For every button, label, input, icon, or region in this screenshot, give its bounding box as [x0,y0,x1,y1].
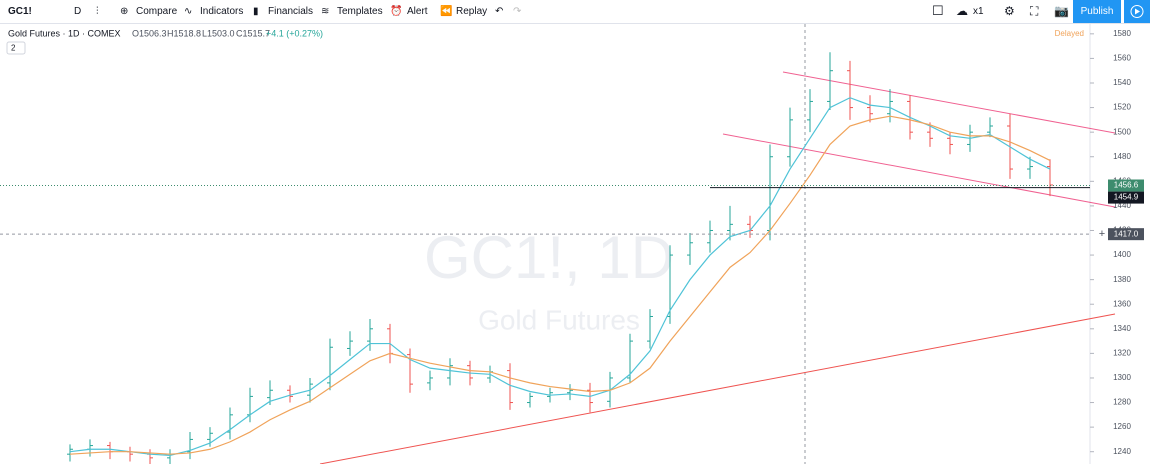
y-tick-label: 1380 [1113,275,1131,284]
y-tick-label: 1340 [1113,324,1131,333]
replay-icon[interactable]: ⏪ [440,6,453,17]
zoom[interactable]: x1 [973,6,984,17]
moving-average [69,115,1051,455]
y-tick-label: 1580 [1113,29,1131,38]
camera-icon[interactable]: 📷 [1054,4,1069,18]
y-tick-label: 1500 [1113,127,1131,136]
trend-line [319,313,1116,464]
price-label: 1454.9 [1114,193,1139,202]
bar-style-icon[interactable]: ⫶ [96,6,99,17]
legend-change: +4.1 (+0.27%) [266,28,323,38]
toolbar-item[interactable]: Compare [136,6,178,17]
price-label: 1456.6 [1114,181,1139,190]
price-label: 1417.0 [1114,229,1139,238]
financials-icon[interactable]: ▮ [253,6,259,17]
toolbar-item[interactable]: Templates [337,6,383,17]
chart: GC1!, 1D Gold Futures Gold Futures · 1D … [0,24,1144,464]
cloud-icon[interactable]: ☁ [956,4,968,18]
y-tick-label: 1400 [1113,250,1131,259]
settings-icon[interactable]: ⚙ [1004,4,1015,18]
compare-icon[interactable]: ⊕ [120,6,129,17]
moving-average [69,97,1051,457]
y-tick-label: 1280 [1113,398,1131,407]
y-tick-label: 1300 [1113,373,1131,382]
legend-low: L1503.0 [202,28,235,38]
play-icon [1130,5,1144,18]
legend-title: Gold Futures · 1D · COMEX [8,28,121,38]
indicators-icon[interactable]: ∿ [184,6,193,17]
watermark-name: Gold Futures [478,304,640,335]
legend-open: O1506.3 [132,28,167,38]
toolbar-item[interactable]: Alert [407,6,428,17]
alert-icon[interactable]: ⏰ [390,6,403,17]
y-tick-label: 1360 [1113,299,1131,308]
legend-high: H1518.8 [167,28,201,38]
y-tick-label: 1320 [1113,348,1131,357]
interval[interactable]: D [74,6,82,17]
y-tick-label: 1520 [1113,103,1131,112]
collapse-box[interactable] [6,41,26,55]
publish-button[interactable]: Publish [1073,0,1121,23]
fullscreen-icon[interactable]: ⛶ [1030,4,1039,18]
undo[interactable]: ↶ [495,6,504,17]
y-tick-label: 1260 [1113,422,1131,431]
toolbar-item[interactable]: Financials [268,6,314,17]
watermark-symbol: GC1!, 1D [424,224,674,291]
price-label-box [1108,179,1144,192]
redo[interactable]: ↷ [513,6,522,17]
templates-icon[interactable]: ≋ [321,6,330,17]
channel-lower [722,133,1116,208]
price-label-box [1108,191,1144,204]
toolbar-item[interactable]: Replay [456,6,488,17]
y-tick-label: 1480 [1113,152,1131,161]
play-button[interactable] [1124,0,1150,23]
collapsed-count[interactable]: 2 [11,44,16,53]
layout-icon[interactable]: ☐ [932,3,944,18]
y-tick-label: 1440 [1113,201,1131,210]
y-tick-label: 1540 [1113,78,1131,87]
toolbar: GC1! D ⫶ ⊕ Compare ∿ Indicators ▮ Financ… [0,0,1150,24]
legend-close: C1515.7 [236,28,270,38]
price-label-box [1108,228,1144,241]
crosshair-plus: + [1099,228,1105,240]
channel-upper [782,71,1116,134]
plot [67,52,1053,464]
y-tick-label: 1560 [1113,54,1131,63]
y-tick-label: 1240 [1113,447,1131,456]
delayed-status: Delayed [1055,29,1084,38]
symbol[interactable]: GC1! [8,6,32,17]
toolbar-item[interactable]: Indicators [200,6,244,17]
